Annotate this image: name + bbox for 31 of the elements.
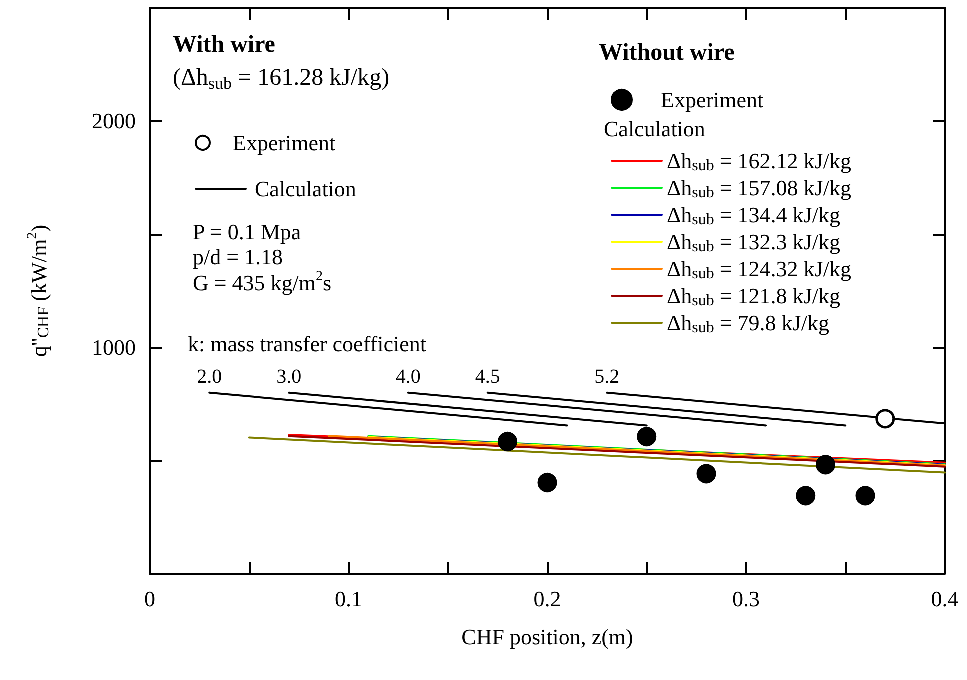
x-tick-label: 0 <box>144 586 156 612</box>
y-axis-title: q''CHF (kW/m2) <box>26 224 52 358</box>
annotation: k: mass transfer coefficient <box>188 332 426 356</box>
annotation: 3.0 <box>276 366 302 388</box>
point <box>856 486 876 506</box>
annotation: 5.2 <box>594 366 620 388</box>
x-tick-label: 0.2 <box>534 586 562 612</box>
y-tick-label: 2000 <box>92 108 136 134</box>
annotation: Calculation <box>604 116 706 142</box>
annotation: With wire <box>173 32 276 58</box>
point <box>816 455 836 475</box>
annotation: 2.0 <box>197 366 222 388</box>
point <box>637 427 657 447</box>
x-tick-label: 0.1 <box>335 586 362 612</box>
x-axis-title: CHF position, z(m) <box>462 624 634 650</box>
point <box>498 432 518 452</box>
point <box>876 409 896 429</box>
annotation: Without wire <box>599 40 736 66</box>
x-tick-label: 0.4 <box>931 586 959 612</box>
annotation: 4.0 <box>396 366 421 388</box>
x-tick-label: 0.3 <box>732 586 760 612</box>
point <box>538 473 558 493</box>
annotation: P = 0.1 Mpa <box>193 220 302 244</box>
annotation: 4.5 <box>475 366 500 388</box>
point <box>796 486 816 506</box>
legend-label: Calculation <box>255 176 356 202</box>
y-tick-label: 1000 <box>92 335 136 360</box>
legend-label: Experiment <box>661 88 764 112</box>
annotation: p/d = 1.18 <box>193 244 284 270</box>
legend-label: Experiment <box>233 130 336 156</box>
point <box>696 464 716 484</box>
